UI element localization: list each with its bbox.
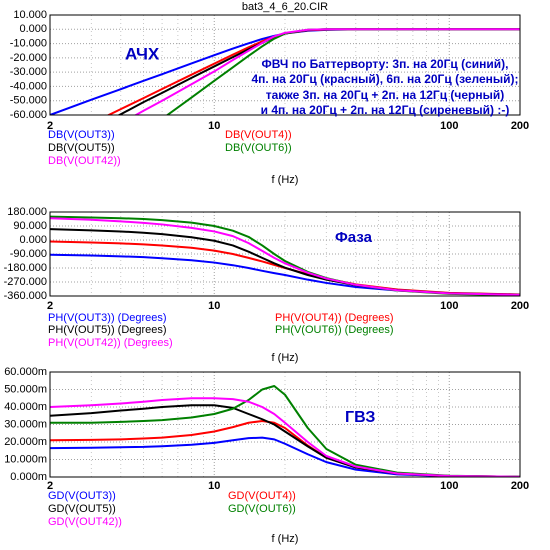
plot-lines xyxy=(50,215,520,296)
y-tick-label: -40.000 xyxy=(10,80,47,92)
y-tick-label: 20.000m xyxy=(4,436,47,448)
x-tick-label: 100 xyxy=(440,120,458,132)
y-tick-label: 40.000m xyxy=(4,401,47,413)
y-tick-label: 50.000m xyxy=(4,383,47,395)
y-tick-label: 30.000m xyxy=(4,418,47,430)
legend-entry: PH(V(OUT42)) (Degrees) xyxy=(48,337,173,349)
legend-entry: PH(V(OUT3)) (Degrees) xyxy=(48,312,167,324)
legend-entry: DB(V(OUT6)) xyxy=(225,142,292,154)
legend-entry: PH(V(OUT6)) (Degrees) xyxy=(275,324,394,336)
legend-entry: PH(V(OUT5)) (Degrees) xyxy=(48,324,167,336)
x-tick-label: 10 xyxy=(208,300,220,312)
legend-entry: GD(V(OUT5)) xyxy=(48,503,116,515)
legend-entry: GD(V(OUT42)) xyxy=(48,516,122,528)
y-tick-label: -360.000 xyxy=(4,290,47,302)
y-tick-label: 0.000 xyxy=(19,234,47,246)
y-tick-label: -180.000 xyxy=(4,262,47,274)
y-tick-label: 0.000 xyxy=(19,23,47,35)
annotation: Фаза xyxy=(335,229,373,246)
y-tick-label: 90.000 xyxy=(13,220,47,232)
y-tick-label: -30.000 xyxy=(10,66,47,78)
x-tick-label: 2 xyxy=(47,300,53,312)
legend-entry: DB(V(OUT3)) xyxy=(48,129,115,141)
series-line xyxy=(50,436,520,477)
x-tick-label: 200 xyxy=(511,120,529,132)
x-axis-label: f (Hz) xyxy=(272,174,299,186)
legend-entry: DB(V(OUT5)) xyxy=(48,142,115,154)
y-tick-label: -50.000 xyxy=(10,95,47,107)
series-line xyxy=(50,217,520,296)
chart-title: bat3_4_6_20.CIR xyxy=(242,1,328,13)
plot-frame xyxy=(49,211,521,297)
y-tick-label: -10.000 xyxy=(10,37,47,49)
y-tick-label: -90.000 xyxy=(10,248,47,260)
legend-entry: DB(V(OUT42)) xyxy=(48,155,121,167)
annotation: ГВЗ xyxy=(345,409,375,426)
y-tick-label: -20.000 xyxy=(10,52,47,64)
plot-lines xyxy=(50,28,520,115)
y-tick-label: 10.000m xyxy=(4,453,47,465)
legend-entry: GD(V(OUT3)) xyxy=(48,490,116,502)
annotation: и 4п. на 20Гц + 2п. на 12Гц (сиреневый) … xyxy=(261,103,510,117)
x-tick-label: 200 xyxy=(511,480,529,492)
x-axis-label: f (Hz) xyxy=(272,533,299,545)
legend-entry: GD(V(OUT6)) xyxy=(228,503,296,515)
series-line xyxy=(133,28,520,115)
y-tick-label: 0.000m xyxy=(10,471,47,483)
x-axis-label: f (Hz) xyxy=(272,352,299,364)
plot-frame xyxy=(49,14,521,116)
legend-entry: DB(V(OUT4)) xyxy=(225,129,292,141)
annotation: 4п. на 20Гц (красный), 6п. на 20Гц (зеле… xyxy=(251,72,518,86)
series-line xyxy=(50,385,520,477)
series-line xyxy=(50,253,520,296)
y-tick-label: 10.000 xyxy=(13,9,47,21)
y-tick-label: -60.000 xyxy=(10,109,47,121)
annotation: ФВЧ по Баттерворту: 3п. на 20Гц (синий), xyxy=(261,57,508,71)
x-tick-label: 2 xyxy=(47,480,53,492)
x-tick-label: 2 xyxy=(47,120,53,132)
x-tick-label: 10 xyxy=(208,120,220,132)
x-tick-label: 100 xyxy=(440,480,458,492)
x-tick-label: 10 xyxy=(208,480,220,492)
plot-lines xyxy=(50,385,520,477)
x-tick-label: 200 xyxy=(511,300,529,312)
legend-entry: PH(V(OUT4)) (Degrees) xyxy=(275,312,394,324)
x-tick-label: 100 xyxy=(440,300,458,312)
y-tick-label: 180.000 xyxy=(7,206,47,218)
annotation: АЧХ xyxy=(125,44,160,63)
annotation: также 3п. на 20Гц + 2п. на 12Гц (черный) xyxy=(266,88,505,102)
legend-entry: GD(V(OUT4)) xyxy=(228,490,296,502)
series-line xyxy=(50,397,520,477)
y-tick-label: 60.000m xyxy=(4,366,47,378)
y-tick-label: -270.000 xyxy=(4,276,47,288)
plot-frame xyxy=(49,371,521,478)
